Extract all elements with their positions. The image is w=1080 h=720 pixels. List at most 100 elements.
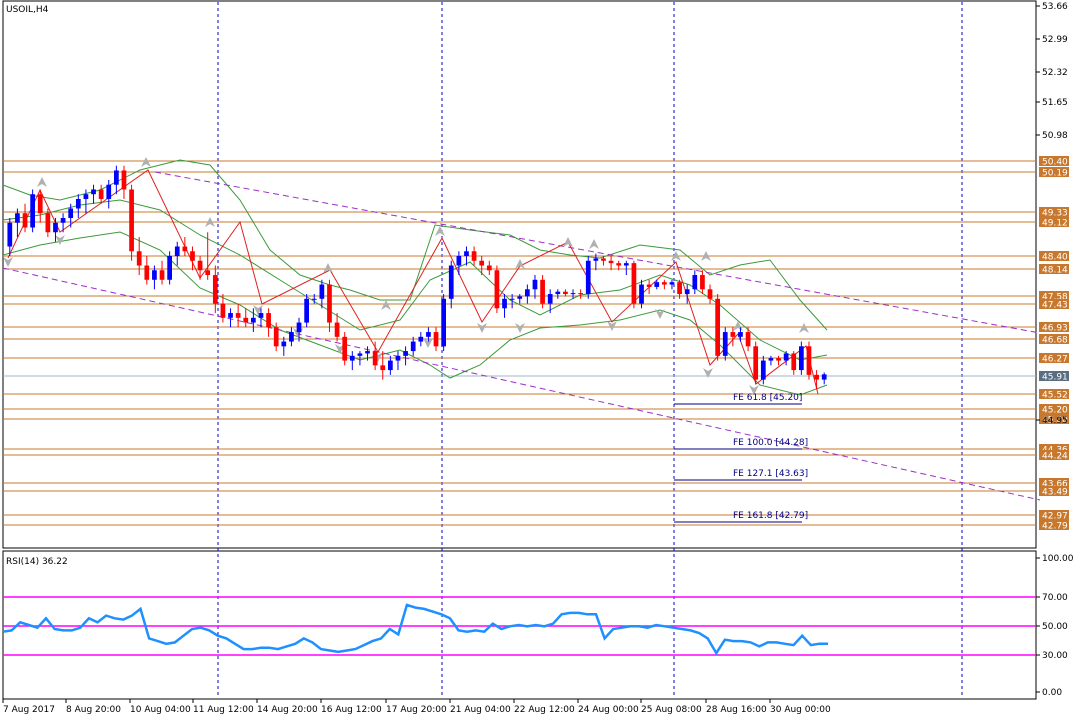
candle-body (266, 313, 271, 328)
fractal-down-marker (423, 338, 433, 348)
candle-body (159, 270, 165, 280)
candle-body (692, 275, 698, 290)
candle-body (403, 351, 408, 356)
candle-body (121, 170, 127, 190)
candle-body (190, 251, 195, 261)
candle-body (525, 289, 530, 297)
band-upper (2, 159, 828, 331)
candle-body (357, 353, 363, 356)
vertical-gridlines (217, 2, 963, 698)
candle-body (677, 282, 682, 295)
candle-body (738, 332, 743, 337)
candle-body (578, 293, 583, 295)
level-label: 48.40 (1042, 253, 1068, 263)
price-tick-label: 51.65 (1042, 98, 1068, 108)
rsi-tick-label: 70.00 (1042, 593, 1068, 603)
candle-body (251, 317, 256, 323)
candles (7, 165, 827, 390)
candle-body (220, 303, 226, 318)
level-label: 46.93 (1042, 324, 1068, 334)
price-tick-label: 52.32 (1042, 68, 1068, 78)
candle-body (152, 270, 157, 280)
candle-body (616, 263, 622, 266)
candle-body (91, 189, 96, 195)
candle-body (410, 341, 416, 352)
candle-body (296, 322, 302, 333)
candle-body (448, 265, 454, 299)
price-tick-label: 52.99 (1042, 35, 1068, 45)
level-label: 42.97 (1042, 512, 1068, 522)
fractal-down-marker (3, 257, 13, 267)
candle-body (540, 279, 545, 304)
level-label: 42.79 (1042, 522, 1068, 532)
price-tick-label: 50.98 (1042, 131, 1068, 141)
candle-body (783, 353, 789, 361)
band-middle (2, 199, 828, 361)
candle-body (418, 336, 424, 342)
candle-body (197, 260, 203, 271)
candle-body (730, 332, 736, 337)
candle-body (365, 351, 370, 354)
time-tick-label: 10 Aug 04:00 (130, 705, 191, 715)
fractal-up-marker (381, 300, 391, 310)
fibo-label: FE 100.0 [44.28] (733, 438, 808, 448)
level-tag (1039, 444, 1069, 454)
current-price-label: 45.91 (1042, 373, 1068, 383)
rsi-tick-label: 50.00 (1042, 622, 1068, 632)
candle-body (555, 291, 561, 295)
level-label: 45.20 (1042, 406, 1068, 416)
candle-body (547, 294, 553, 304)
time-tick-label: 21 Aug 04:00 (450, 705, 511, 715)
candle-body (182, 246, 188, 252)
level-label: 43.49 (1042, 488, 1068, 498)
candle-body (707, 289, 713, 299)
candle-body (563, 291, 568, 295)
level-label: 45.00 (1042, 416, 1068, 426)
candle-body (585, 260, 591, 295)
candle-body (441, 298, 446, 347)
level-tag (1039, 486, 1069, 496)
time-tick-label: 25 Aug 08:00 (641, 705, 702, 715)
time-tick-label: 28 Aug 16:00 (706, 705, 767, 715)
level-label: 43.66 (1042, 480, 1068, 490)
candle-body (212, 275, 218, 304)
main-pane-frame (2, 0, 1037, 549)
chart-title: USOIL,H4 (6, 5, 49, 15)
candle-body (342, 336, 348, 361)
level-label: 49.12 (1042, 219, 1068, 229)
band-lower (2, 231, 828, 396)
fractal-up-marker (563, 237, 573, 247)
level-tag (1039, 299, 1069, 309)
candle-body (426, 332, 431, 337)
rsi-tick-label: 30.00 (1042, 651, 1068, 661)
candle-body (608, 260, 614, 264)
candle-body (715, 298, 720, 356)
level-label: 50.40 (1042, 158, 1068, 168)
candle-body (821, 374, 827, 380)
candle-body (623, 263, 629, 266)
candle-body (136, 251, 142, 266)
candle-body (174, 246, 180, 257)
fibo-label: FE 61.8 [45.20] (733, 393, 802, 403)
candle-body (258, 313, 264, 318)
candle-body (273, 327, 279, 347)
rsi-tick-label: 100.00 (1042, 554, 1074, 564)
level-tag (1039, 167, 1069, 177)
time-tick-label: 16 Aug 12:00 (321, 705, 382, 715)
candle-body (68, 208, 74, 218)
candle-body (243, 317, 249, 323)
price-tick-label: 44.95 (1042, 416, 1068, 426)
candle-body (517, 296, 523, 299)
fractal-down-marker (55, 235, 65, 245)
candle-body (53, 222, 58, 233)
fibo-label: FE 127.1 [43.63] (733, 469, 808, 479)
fractal-up-marker (799, 323, 809, 333)
candle-body (646, 284, 652, 287)
current-price-tag (1039, 371, 1069, 381)
candle-body (662, 282, 667, 285)
level-label: 45.52 (1042, 391, 1068, 401)
candle-body (45, 213, 51, 233)
level-tag (1039, 156, 1069, 166)
